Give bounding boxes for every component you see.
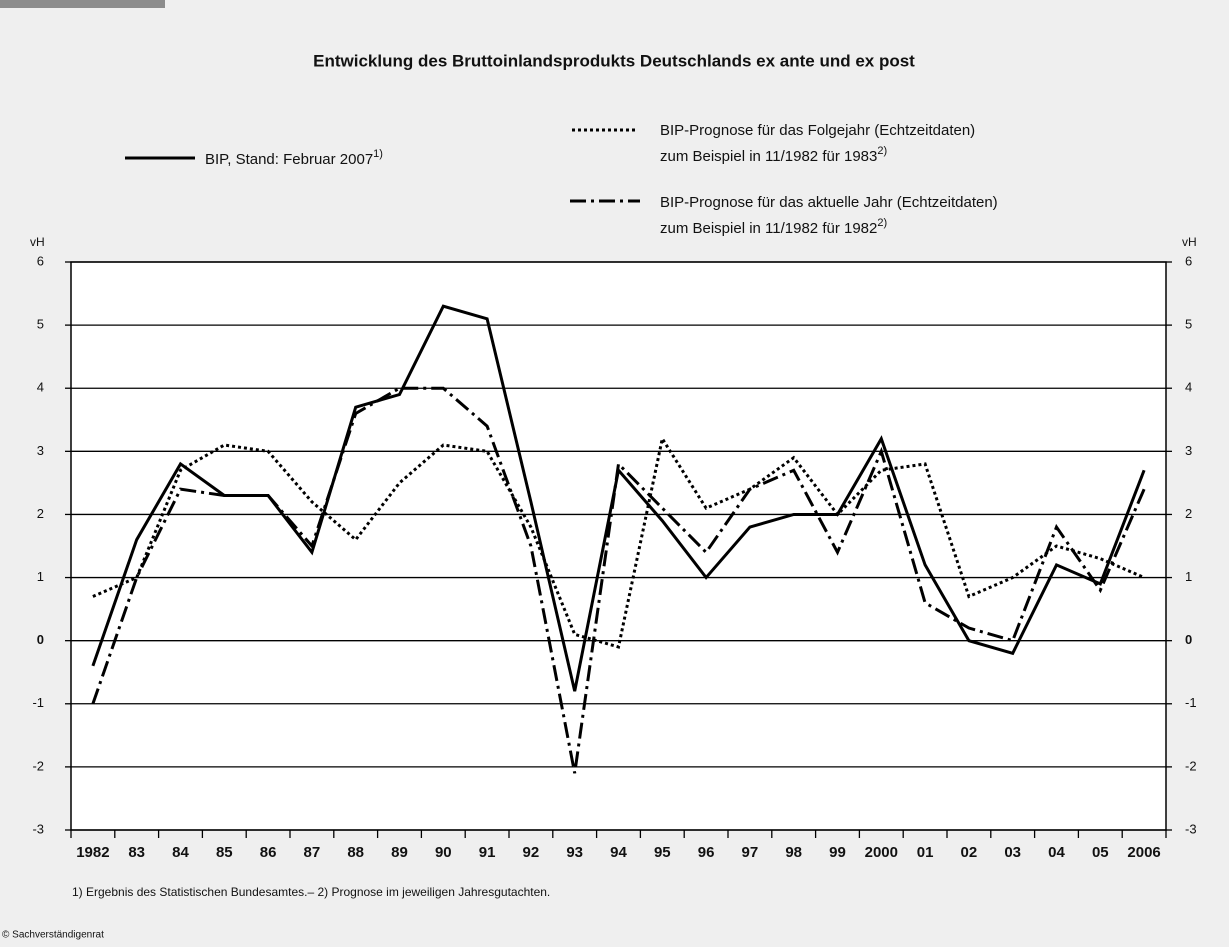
y2-tick-label: 1 xyxy=(1185,569,1192,584)
legend-name: BIP-Prognose für das aktuelle Jahr (Echt… xyxy=(660,194,998,211)
plot-area xyxy=(71,262,1166,830)
footnote: 1) Ergebnis des Statistischen Bundesamte… xyxy=(72,885,550,899)
series-line xyxy=(92,434,1145,649)
series-line xyxy=(91,386,1146,774)
y-tick-label: 2 xyxy=(37,506,44,521)
x-tick-label: 1982 xyxy=(76,844,109,861)
y-tick-label: -2 xyxy=(32,758,44,773)
header-tab xyxy=(0,0,165,8)
y-tick-label: 1 xyxy=(37,569,44,584)
legend-note: 2) xyxy=(877,145,887,157)
y-tick-label: 4 xyxy=(37,380,44,395)
x-tick-label: 2000 xyxy=(865,844,898,861)
legend-detail: zum Beispiel in 11/1982 für 19822) xyxy=(660,217,887,237)
x-tick-label: 86 xyxy=(260,844,277,861)
x-tick-label: 05 xyxy=(1092,844,1109,861)
source: © Sachverständigenrat xyxy=(2,930,104,941)
y-tick-label: 6 xyxy=(37,253,44,268)
y2-axis-label: vH xyxy=(1182,235,1197,249)
legend-note: 1) xyxy=(373,148,383,160)
legend-detail-text: zum Beispiel in 11/1982 für 1982 xyxy=(660,220,877,237)
y-tick-label: -1 xyxy=(32,695,44,710)
y-tick-label: 0 xyxy=(37,632,44,647)
y2-tick-label: 2 xyxy=(1185,506,1192,521)
legend-label: BIP-Prognose für das Folgejahr (Echtzeit… xyxy=(660,122,975,139)
x-tick-label: 98 xyxy=(785,844,802,861)
y2-tick-label: 6 xyxy=(1185,253,1192,268)
x-tick-label: 89 xyxy=(391,844,408,861)
x-tick-label: 83 xyxy=(128,844,145,861)
y-axis-label: vH xyxy=(30,235,45,249)
y2-tick-label: 4 xyxy=(1185,380,1192,395)
legend-note: 2) xyxy=(877,217,887,229)
x-tick-label: 94 xyxy=(610,844,627,861)
legend-name: BIP, Stand: Februar 2007 xyxy=(205,151,373,168)
x-tick-label: 85 xyxy=(216,844,233,861)
x-tick-label: 84 xyxy=(172,844,189,861)
x-tick-label: 02 xyxy=(961,844,978,861)
x-tick-label: 93 xyxy=(566,844,583,861)
plot-frame xyxy=(70,261,1167,831)
y2-tick-label: -1 xyxy=(1185,695,1197,710)
y2-tick-label: 5 xyxy=(1185,317,1192,332)
y2-tick-label: -3 xyxy=(1185,821,1197,836)
x-tick-label: 91 xyxy=(479,844,496,861)
x-tick-label: 97 xyxy=(742,844,759,861)
legend-label: BIP-Prognose für das aktuelle Jahr (Echt… xyxy=(660,194,998,211)
y-tick-label: -3 xyxy=(32,821,44,836)
x-tick-label: 90 xyxy=(435,844,452,861)
x-tick-label: 96 xyxy=(698,844,715,861)
legend-label: BIP, Stand: Februar 20071) xyxy=(205,148,383,168)
y2-tick-label: 3 xyxy=(1185,443,1192,458)
y-tick-label: 3 xyxy=(37,443,44,458)
y2-tick-label: -2 xyxy=(1185,758,1197,773)
chart-title: Entwicklung des Bruttoinlandsprodukts De… xyxy=(313,51,915,70)
legend-detail-text: zum Beispiel in 11/1982 für 1983 xyxy=(660,148,877,165)
x-tick-label: 01 xyxy=(917,844,934,861)
x-tick-label: 2006 xyxy=(1127,844,1160,861)
x-tick-label: 92 xyxy=(523,844,540,861)
x-tick-label: 95 xyxy=(654,844,671,861)
y2-tick-label: 0 xyxy=(1185,632,1192,647)
x-tick-label: 87 xyxy=(304,844,321,861)
y-tick-label: 5 xyxy=(37,317,44,332)
legend-detail: zum Beispiel in 11/1982 für 19832) xyxy=(660,145,887,165)
x-tick-label: 04 xyxy=(1048,844,1065,861)
legend-name: BIP-Prognose für das Folgejahr (Echtzeit… xyxy=(660,122,975,139)
x-tick-label: 88 xyxy=(347,844,364,861)
x-tick-label: 03 xyxy=(1004,844,1021,861)
x-tick-label: 99 xyxy=(829,844,846,861)
